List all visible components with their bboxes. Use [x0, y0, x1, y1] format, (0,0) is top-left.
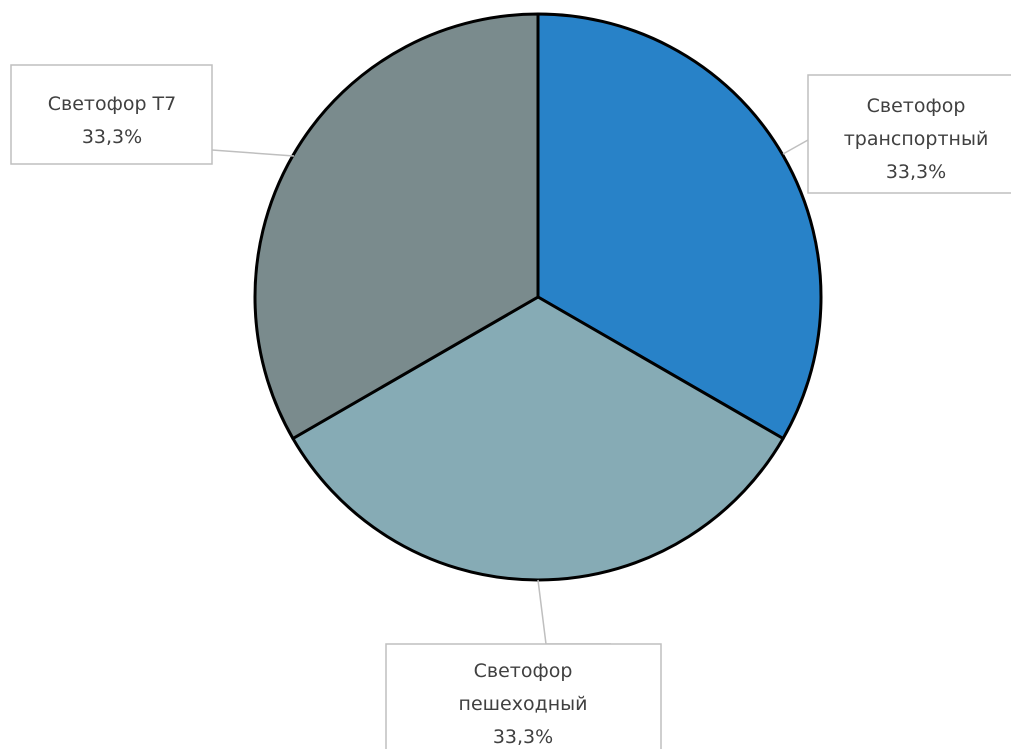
leader-line [782, 139, 809, 155]
data-label-category: транспортный [844, 128, 989, 150]
data-label-category: Светофор Т7 [48, 93, 177, 115]
data-label-box [10, 64, 213, 165]
pie-slices [253, 12, 823, 582]
data-label-percent: 33,3% [493, 726, 553, 748]
leader-line [537, 579, 611, 645]
data-label-светофор-пешеходный: Светофор пешеходный 33,3% [385, 579, 662, 749]
data-label-светофор-транспортный: Светофор транспортный 33,3% [782, 74, 1011, 194]
data-label-callouts: Светофор транспортный 33,3% Светофор пешеход… [10, 64, 1011, 749]
data-label-category: Светофор [867, 95, 966, 117]
data-label-category: пешеходный [459, 693, 588, 715]
data-label-box [807, 74, 1011, 194]
data-label-category: Светофор [474, 660, 573, 682]
data-label-percent: 33,3% [886, 161, 946, 183]
data-label-box [385, 643, 662, 749]
leader-line [211, 149, 295, 157]
data-label-светофор-т7: Светофор Т7 33,3% [10, 64, 295, 165]
pie-slice-светофор-пешеходный [291, 295, 785, 582]
data-label-percent: 33,3% [82, 126, 142, 148]
pie-slice-светофор-транспортный [536, 12, 823, 440]
